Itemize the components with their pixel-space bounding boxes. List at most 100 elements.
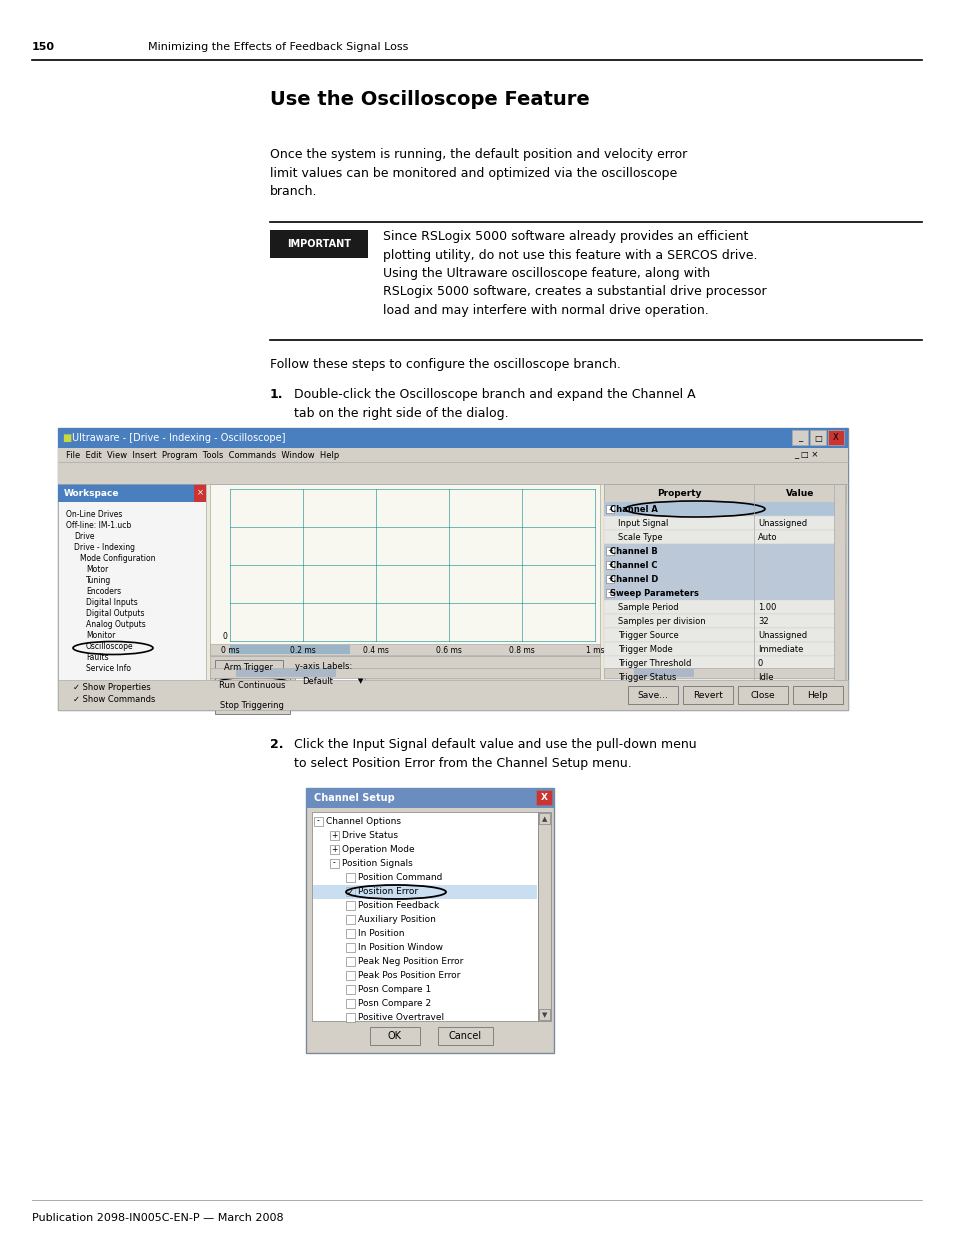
- Text: 1 ms: 1 ms: [585, 646, 603, 655]
- Bar: [58, 462, 847, 484]
- Text: Digital Outputs: Digital Outputs: [86, 609, 144, 618]
- Bar: [210, 668, 599, 678]
- Bar: [346, 929, 355, 939]
- Bar: [270, 230, 368, 258]
- Bar: [603, 629, 845, 642]
- Bar: [210, 656, 599, 710]
- Text: □: □: [813, 433, 821, 442]
- Bar: [603, 668, 833, 678]
- Text: +: +: [606, 562, 612, 568]
- Bar: [346, 999, 355, 1008]
- Bar: [827, 430, 843, 445]
- Text: +: +: [606, 590, 612, 597]
- Bar: [603, 642, 845, 656]
- Bar: [210, 643, 599, 655]
- Bar: [603, 572, 845, 585]
- Text: 2.: 2.: [270, 739, 283, 751]
- Text: _: _: [797, 433, 801, 442]
- Text: Click the Input Signal default value and use the pull-down menu
to select Positi: Click the Input Signal default value and…: [294, 739, 696, 769]
- Text: 0: 0: [758, 658, 762, 667]
- Text: Since RSLogix 5000 software already provides an efficient
plotting utility, do n: Since RSLogix 5000 software already prov…: [382, 230, 766, 317]
- Bar: [294, 674, 365, 689]
- Text: 1.: 1.: [270, 388, 283, 401]
- Bar: [538, 1009, 550, 1020]
- Bar: [346, 902, 355, 910]
- Text: IMPORTANT: IMPORTANT: [287, 240, 351, 249]
- Bar: [214, 678, 290, 694]
- Bar: [346, 887, 355, 897]
- Text: Oscilloscope: Oscilloscope: [86, 642, 133, 651]
- Text: Minimizing the Effects of Feedback Signal Loss: Minimizing the Effects of Feedback Signa…: [148, 42, 408, 52]
- Bar: [791, 430, 807, 445]
- Text: Monitor: Monitor: [86, 631, 115, 640]
- Bar: [603, 656, 845, 671]
- Text: Revert: Revert: [692, 690, 722, 699]
- Bar: [306, 788, 554, 1053]
- Bar: [346, 1013, 355, 1023]
- Text: 32: 32: [758, 616, 768, 625]
- Text: Channel D: Channel D: [609, 574, 658, 583]
- Bar: [306, 788, 554, 808]
- Text: Unassigned: Unassigned: [758, 519, 806, 527]
- Text: Trigger Threshold: Trigger Threshold: [618, 658, 691, 667]
- Text: Arm Trigger: Arm Trigger: [224, 663, 274, 673]
- Text: OK: OK: [388, 1031, 401, 1041]
- Text: Scale Type: Scale Type: [618, 532, 662, 541]
- Text: Position Signals: Position Signals: [341, 858, 413, 867]
- Text: Ultraware - [Drive - Indexing - Oscilloscope]: Ultraware - [Drive - Indexing - Oscillos…: [71, 433, 285, 443]
- Text: On-Line Drives: On-Line Drives: [66, 510, 122, 519]
- Text: Cancel: Cancel: [448, 1031, 481, 1041]
- Bar: [214, 698, 290, 714]
- Text: Unassigned: Unassigned: [758, 631, 806, 640]
- Text: Default: Default: [302, 677, 334, 685]
- Text: Mode Configuration: Mode Configuration: [80, 555, 155, 563]
- Bar: [370, 1028, 419, 1045]
- Text: In Position Window: In Position Window: [357, 942, 442, 951]
- Bar: [603, 614, 845, 629]
- Text: Peak Neg Position Error: Peak Neg Position Error: [357, 956, 463, 966]
- Bar: [634, 669, 693, 677]
- Bar: [210, 484, 599, 656]
- Bar: [605, 561, 614, 569]
- Text: y-axis Labels:: y-axis Labels:: [294, 662, 352, 671]
- Text: Workspace: Workspace: [64, 489, 119, 498]
- Text: Help: Help: [807, 690, 827, 699]
- Text: 0.6 ms: 0.6 ms: [436, 646, 461, 655]
- Text: -: -: [333, 858, 335, 867]
- Bar: [603, 558, 845, 572]
- Text: Digital Inputs: Digital Inputs: [86, 598, 137, 606]
- Text: Tuning: Tuning: [86, 576, 112, 585]
- Text: ✓ Show Commands: ✓ Show Commands: [73, 695, 155, 704]
- Text: Drive: Drive: [74, 532, 94, 541]
- Text: Run Continuous: Run Continuous: [218, 682, 285, 690]
- Bar: [330, 845, 338, 853]
- Bar: [357, 676, 365, 688]
- Text: ▲: ▲: [541, 816, 547, 823]
- Bar: [833, 484, 844, 680]
- Text: 0.2 ms: 0.2 ms: [290, 646, 315, 655]
- Bar: [603, 600, 845, 614]
- Bar: [346, 944, 355, 952]
- Bar: [346, 971, 355, 981]
- Bar: [603, 585, 845, 600]
- Text: Close: Close: [750, 690, 775, 699]
- Text: File  Edit  View  Insert  Program  Tools  Commands  Window  Help: File Edit View Insert Program Tools Comm…: [66, 451, 339, 459]
- Bar: [738, 685, 787, 704]
- Bar: [214, 659, 283, 676]
- Bar: [603, 516, 845, 530]
- Bar: [603, 543, 845, 558]
- Text: Follow these steps to configure the oscilloscope branch.: Follow these steps to configure the osci…: [270, 358, 620, 370]
- Text: Faults: Faults: [86, 653, 109, 662]
- Bar: [605, 505, 614, 513]
- Bar: [314, 818, 323, 826]
- Text: +: +: [606, 576, 612, 582]
- Bar: [605, 547, 614, 555]
- Text: Channel C: Channel C: [609, 561, 657, 569]
- Text: Publication 2098-IN005C-EN-P — March 2008: Publication 2098-IN005C-EN-P — March 200…: [32, 1213, 283, 1223]
- Text: Save...: Save...: [637, 690, 668, 699]
- Text: X: X: [832, 433, 838, 442]
- Text: Trigger Status: Trigger Status: [618, 673, 676, 682]
- Text: Position Command: Position Command: [357, 872, 442, 882]
- Bar: [330, 831, 338, 840]
- Text: -: -: [608, 506, 611, 513]
